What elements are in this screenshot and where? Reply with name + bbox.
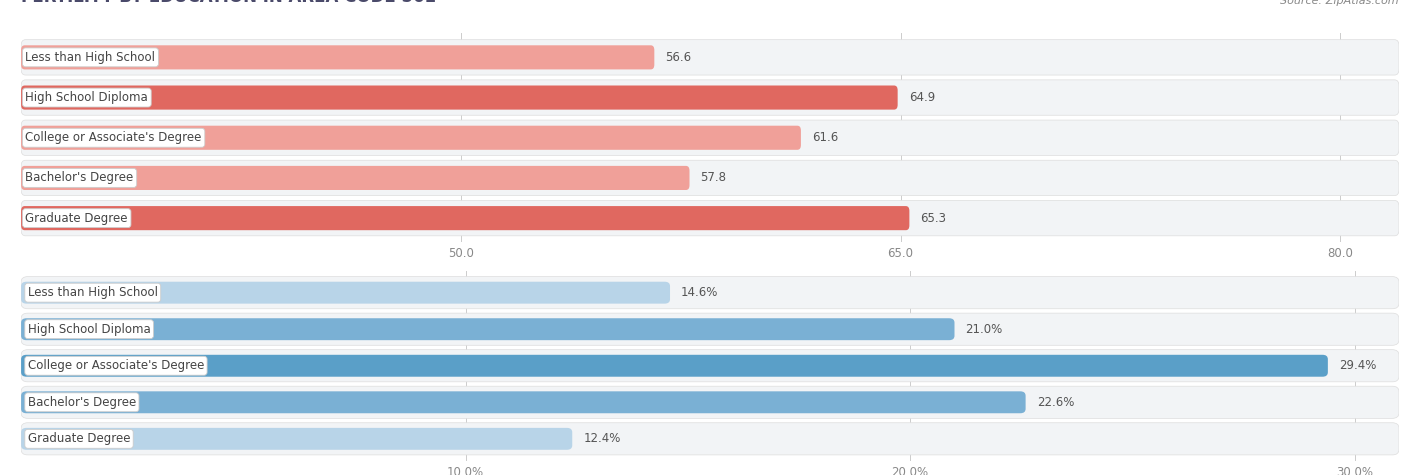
Text: 61.6: 61.6: [811, 131, 838, 144]
FancyBboxPatch shape: [21, 200, 1399, 236]
FancyBboxPatch shape: [21, 120, 1399, 155]
Text: 12.4%: 12.4%: [583, 432, 620, 446]
FancyBboxPatch shape: [21, 386, 1399, 418]
FancyBboxPatch shape: [21, 126, 801, 150]
Text: Graduate Degree: Graduate Degree: [25, 212, 128, 225]
FancyBboxPatch shape: [21, 40, 1399, 75]
FancyBboxPatch shape: [21, 313, 1399, 345]
FancyBboxPatch shape: [21, 391, 1025, 413]
Text: 21.0%: 21.0%: [966, 323, 1002, 336]
FancyBboxPatch shape: [21, 80, 1399, 115]
Text: Less than High School: Less than High School: [28, 286, 157, 299]
Text: 64.9: 64.9: [908, 91, 935, 104]
FancyBboxPatch shape: [21, 206, 910, 230]
FancyBboxPatch shape: [21, 282, 671, 304]
Text: 29.4%: 29.4%: [1339, 359, 1376, 372]
Text: High School Diploma: High School Diploma: [28, 323, 150, 336]
FancyBboxPatch shape: [21, 350, 1399, 382]
Text: Graduate Degree: Graduate Degree: [28, 432, 131, 446]
Text: Less than High School: Less than High School: [25, 51, 156, 64]
FancyBboxPatch shape: [21, 160, 1399, 196]
FancyBboxPatch shape: [21, 423, 1399, 455]
FancyBboxPatch shape: [21, 276, 1399, 309]
FancyBboxPatch shape: [21, 428, 572, 450]
Text: 56.6: 56.6: [665, 51, 692, 64]
Text: High School Diploma: High School Diploma: [25, 91, 148, 104]
Text: College or Associate's Degree: College or Associate's Degree: [25, 131, 202, 144]
Text: 57.8: 57.8: [700, 171, 727, 184]
FancyBboxPatch shape: [21, 86, 897, 110]
Text: College or Associate's Degree: College or Associate's Degree: [28, 359, 204, 372]
Text: Bachelor's Degree: Bachelor's Degree: [28, 396, 136, 409]
FancyBboxPatch shape: [21, 318, 955, 340]
FancyBboxPatch shape: [21, 166, 689, 190]
Text: 14.6%: 14.6%: [681, 286, 718, 299]
Text: 22.6%: 22.6%: [1036, 396, 1074, 409]
FancyBboxPatch shape: [21, 355, 1327, 377]
FancyBboxPatch shape: [21, 45, 654, 69]
Text: 65.3: 65.3: [921, 212, 946, 225]
Text: Bachelor's Degree: Bachelor's Degree: [25, 171, 134, 184]
Text: FERTILITY BY EDUCATION IN AREA CODE 561: FERTILITY BY EDUCATION IN AREA CODE 561: [21, 0, 436, 6]
Text: Source: ZipAtlas.com: Source: ZipAtlas.com: [1281, 0, 1399, 6]
